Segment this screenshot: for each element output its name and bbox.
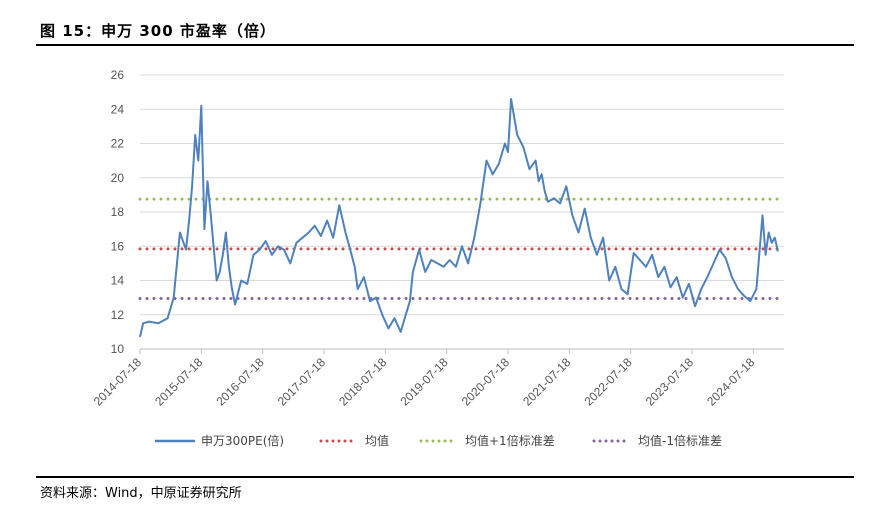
x-axis-ticks: 2014-07-18 2015-07-18 2016-07-18 2017-07-18… — [91, 349, 758, 409]
legend: 申万300PE(倍) 均值 均值+1倍标准差 均值-1倍标准差 — [155, 433, 722, 448]
x-tick-label: 2017-07-18 — [275, 355, 329, 409]
source-note: 资料来源：Wind，中原证券研究所 — [40, 486, 242, 501]
x-tick-label: 2023-07-18 — [643, 355, 697, 409]
figure-title: 图 15：申万 300 市盈率（倍） — [40, 22, 276, 40]
y-tick-label: 26 — [111, 68, 125, 82]
x-tick-label: 2018-07-18 — [336, 355, 390, 409]
x-tick-label: 2020-07-18 — [459, 355, 513, 409]
pe-series-line — [139, 98, 779, 338]
x-tick-label: 2014-07-18 — [91, 355, 145, 409]
legend-label: 均值+1倍标准差 — [465, 433, 555, 448]
y-tick-label: 22 — [111, 137, 125, 151]
legend-label: 均值 — [365, 433, 389, 448]
x-tick-label: 2015-07-18 — [152, 355, 206, 409]
bottom-rule — [36, 476, 854, 478]
y-tick-label: 24 — [111, 102, 125, 116]
y-tick-label: 14 — [111, 274, 125, 288]
series-lines — [139, 98, 779, 338]
y-tick-label: 20 — [111, 171, 125, 185]
grid-lines — [140, 74, 784, 350]
y-tick-label: 12 — [111, 308, 125, 322]
top-rule — [36, 44, 854, 46]
y-tick-label: 18 — [111, 205, 125, 219]
x-tick-label: 2021-07-18 — [520, 355, 574, 409]
legend-label: 申万300PE(倍) — [201, 433, 284, 448]
x-tick-label: 2019-07-18 — [397, 355, 451, 409]
y-tick-label: 16 — [111, 239, 125, 253]
y-axis-ticks: 10 12 14 16 18 20 22 24 26 — [111, 68, 125, 356]
x-tick-label: 2016-07-18 — [213, 355, 267, 409]
y-tick-label: 10 — [111, 342, 125, 356]
x-tick-label: 2024-07-18 — [704, 355, 758, 409]
legend-label: 均值-1倍标准差 — [638, 433, 722, 448]
x-tick-label: 2022-07-18 — [581, 355, 635, 409]
